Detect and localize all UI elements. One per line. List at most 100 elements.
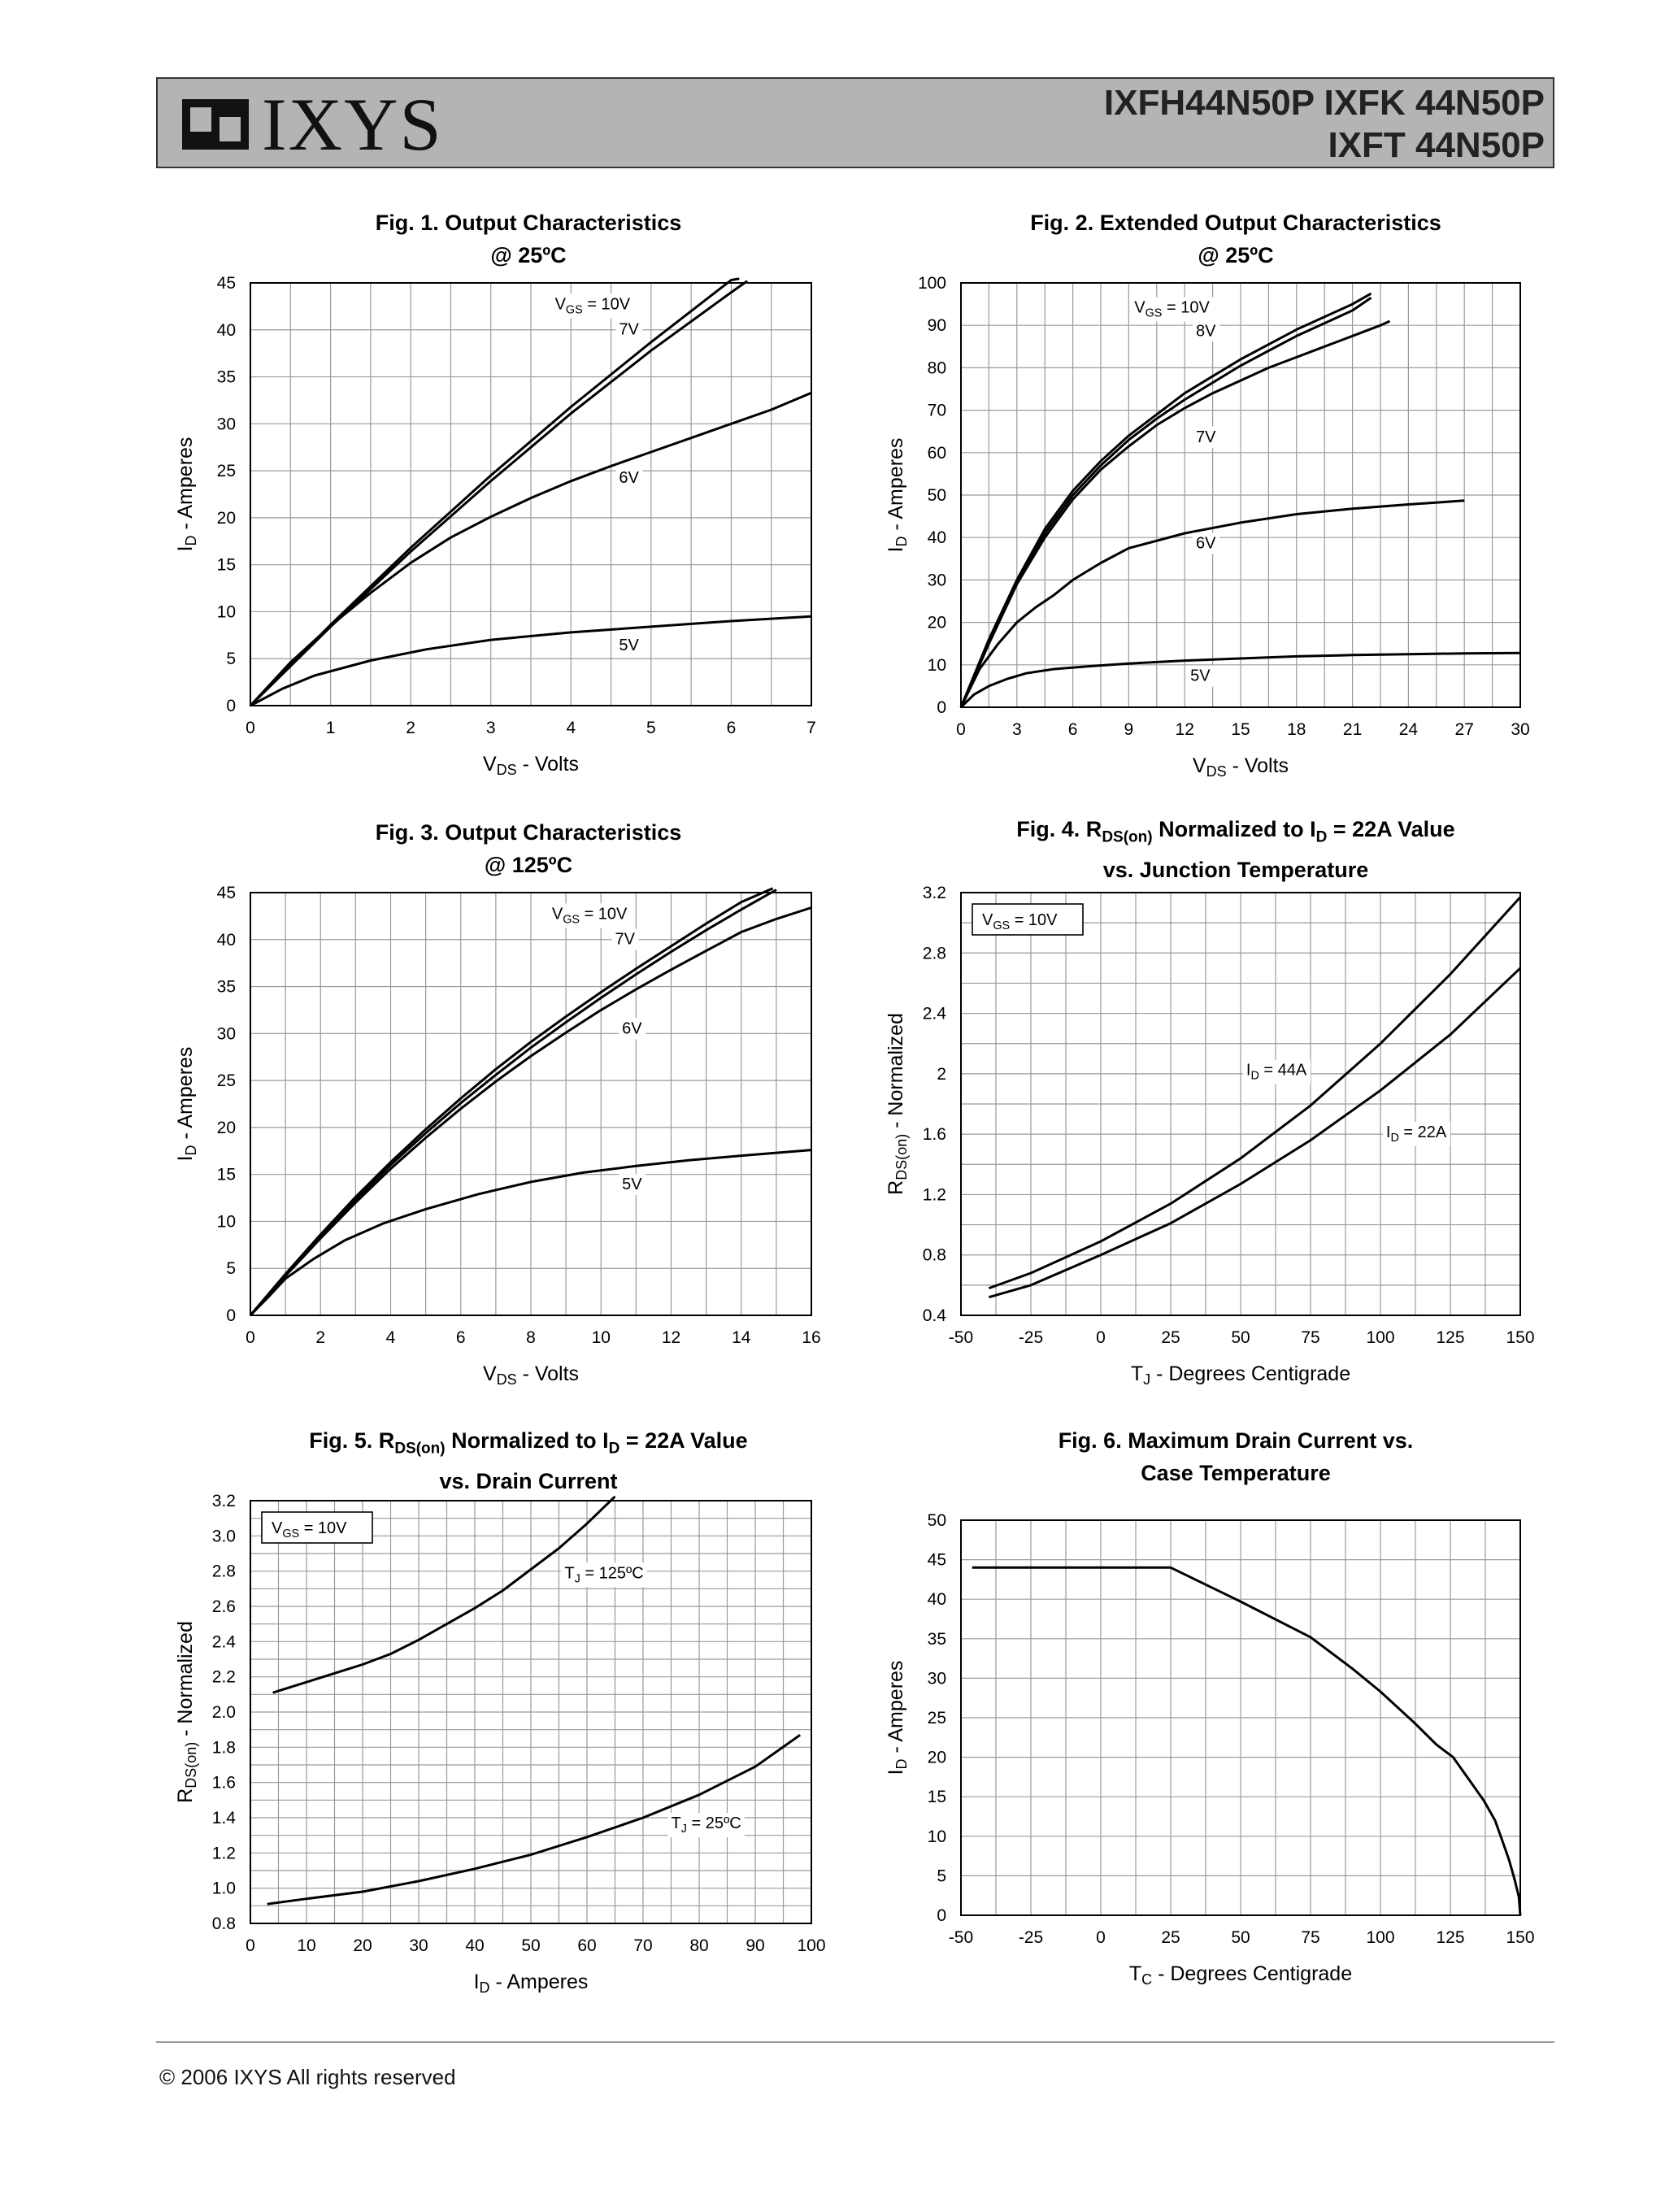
legend-text: VGS = 10V [272,1519,347,1541]
fig1-title: Fig. 1. Output Characteristics @ 25ºC [220,206,837,272]
y-tick-label: 20 [217,1119,236,1137]
series-label-bg [611,928,639,950]
legend-text: VGS = 10V [982,911,1058,932]
x-tick-label: -25 [1019,1928,1043,1947]
y-axis-label: ID - Amperes [885,438,910,553]
series-label: 6V [1196,534,1216,552]
y-tick-label: 2.0 [212,1703,236,1722]
series-label: 5V [622,1176,642,1193]
x-tick-label: 5 [646,719,656,737]
y-axis-label: RDS(on) - Normalized [174,1621,199,1803]
x-tick-label: 30 [409,1936,428,1955]
series-line [249,889,777,1316]
y-tick-label: 50 [928,1511,946,1530]
x-tick-label: 14 [732,1328,751,1347]
fig2-title-line1: Fig. 2. Extended Output Characteristics [1030,211,1441,235]
y-tick-label: 70 [928,402,946,420]
y-tick-label: 20 [217,509,236,528]
x-tick-label: 27 [1455,720,1474,739]
y-tick-label: 45 [217,884,236,902]
fig1-title-line1: Fig. 1. Output Characteristics [375,211,682,235]
y-tick-label: 40 [928,528,946,547]
x-axis-label: TJ - Degrees Centigrade [1131,1362,1350,1388]
series-label: VGS = 10V [552,905,628,926]
fig3-title-line2: @ 125ºC [484,853,573,877]
series-line [249,277,740,707]
fig3-title: Fig. 3. Output Characteristics @ 125ºC [220,816,837,881]
fig6-title-line1: Fig. 6. Maximum Drain Current vs. [1058,1428,1414,1453]
x-tick-label: 7 [806,719,816,737]
series-label: TJ = 25ºC [672,1814,741,1836]
y-tick-label: 40 [217,321,236,340]
y-tick-label: 20 [928,1749,946,1767]
fig6-title: Fig. 6. Maximum Drain Current vs. Case T… [927,1424,1545,1489]
fig5-title-line2: vs. Drain Current [439,1469,618,1494]
plot-frame [250,282,812,706]
x-tick-label: 150 [1506,1928,1534,1947]
y-tick-label: 0 [937,1906,946,1925]
series-label: VGS = 10V [1134,299,1210,320]
y-tick-label: 35 [217,368,236,387]
series-line [249,1149,812,1317]
x-tick-label: 0 [246,719,255,737]
y-tick-label: 45 [217,274,236,293]
series-line [988,967,1522,1299]
y-tick-label: 3.0 [212,1527,236,1545]
y-tick-label: 50 [928,486,946,505]
x-tick-label: 75 [1301,1928,1319,1947]
y-tick-label: 0.8 [212,1914,236,1933]
fig2-title: Fig. 2. Extended Output Characteristics … [927,206,1545,272]
x-tick-label: 75 [1301,1328,1319,1347]
x-tick-label: 8 [526,1328,536,1347]
x-tick-label: 100 [1366,1928,1394,1947]
x-tick-label: -25 [1019,1328,1043,1347]
y-tick-label: 25 [217,462,236,480]
series-label-bg [1131,297,1214,322]
y-tick-label: 2.4 [212,1632,237,1651]
series-line [249,906,812,1316]
logo-text: IXYS [262,83,443,166]
y-tick-label: 0 [226,1306,236,1325]
y-tick-label: 1.8 [212,1738,236,1757]
x-tick-label: 15 [1231,720,1250,739]
legend-box: VGS = 10V [261,1511,373,1544]
series-label-bg [1382,1121,1450,1146]
y-tick-label: 25 [928,1709,946,1727]
x-tick-label: 6 [456,1328,466,1347]
series-line [249,391,812,707]
y-tick-label: 2 [937,1065,946,1084]
y-tick-label: 90 [928,316,946,335]
x-tick-label: 70 [633,1936,652,1955]
x-tick-label: 4 [386,1328,396,1347]
series-label-bg [615,319,643,341]
y-tick-label: 35 [928,1630,946,1649]
y-tick-label: 2.8 [923,944,946,963]
y-tick-label: 5 [226,1259,236,1278]
y-tick-label: 0.8 [923,1246,946,1265]
x-tick-label: 3 [1012,720,1022,739]
y-tick-label: 60 [928,444,946,463]
x-tick-label: -50 [949,1328,973,1347]
series-label-bg [667,1813,745,1837]
y-tick-label: 2.4 [923,1005,947,1023]
series-line [972,1566,1522,1916]
y-tick-label: 5 [937,1867,946,1885]
series-label-bg [615,467,643,489]
x-tick-label: 125 [1436,1928,1464,1947]
ixys-logo: IXYS [182,87,443,162]
x-tick-label: 4 [566,719,576,737]
plot-frame [250,892,812,1316]
y-tick-label: 5 [226,650,236,668]
y-tick-label: 0 [937,698,946,717]
y-tick-label: 0.4 [923,1306,947,1325]
x-tick-label: 25 [1161,1928,1180,1947]
y-axis-label: RDS(on) - Normalized [885,1013,910,1195]
y-tick-label: 1.6 [212,1774,236,1793]
plot-frame [960,282,1521,708]
legend-frame [261,1511,373,1544]
x-tick-label: 3 [486,719,496,737]
y-tick-label: 2.2 [212,1668,236,1687]
series-line [959,319,1391,708]
y-tick-label: 15 [217,556,236,575]
